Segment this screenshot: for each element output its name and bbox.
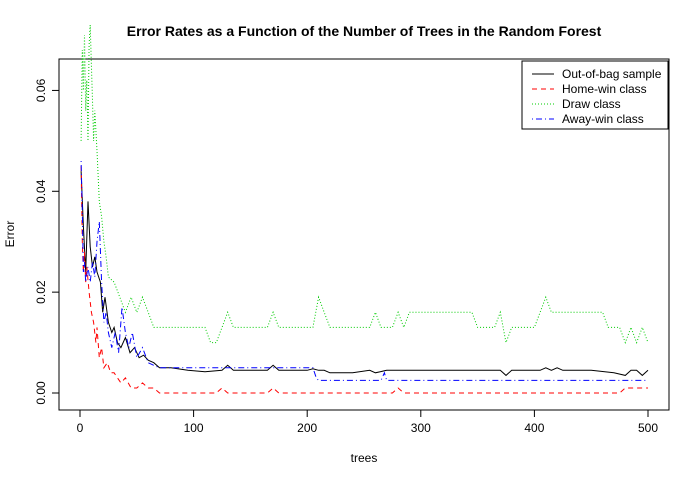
y-axis: 0.00 0.02 0.04 0.06: [34, 78, 60, 405]
legend-label-3: Away-win class: [562, 112, 644, 126]
series-line-1: [80, 166, 648, 394]
x-tick-label: 0: [77, 421, 84, 435]
y-tick-label: 0.04: [34, 179, 48, 203]
x-tick-label: 100: [184, 421, 204, 435]
legend-label-2: Draw class: [562, 97, 621, 111]
y-axis-label: Error: [3, 221, 17, 248]
y-tick-label: 0.06: [34, 78, 48, 102]
series-line-0: [80, 171, 649, 377]
x-tick-label: 300: [411, 421, 431, 435]
x-tick-label: 500: [638, 421, 658, 435]
y-tick-label: 0.00: [34, 381, 48, 405]
legend-box: [521, 60, 669, 130]
series-layer: [80, 24, 649, 394]
x-axis-label: trees: [351, 451, 378, 465]
series-line-3: [80, 160, 648, 381]
series-line-2: [80, 24, 649, 345]
x-tick-label: 200: [297, 421, 317, 435]
x-tick-label: 400: [524, 421, 544, 435]
chart-title: Error Rates as a Function of the Number …: [127, 23, 602, 39]
x-axis: 0 100 200 300 400 500: [77, 409, 658, 435]
y-tick-label: 0.02: [34, 280, 48, 304]
legend-label-0: Out-of-bag sample: [562, 67, 662, 81]
legend-label-1: Home-win class: [562, 82, 647, 96]
